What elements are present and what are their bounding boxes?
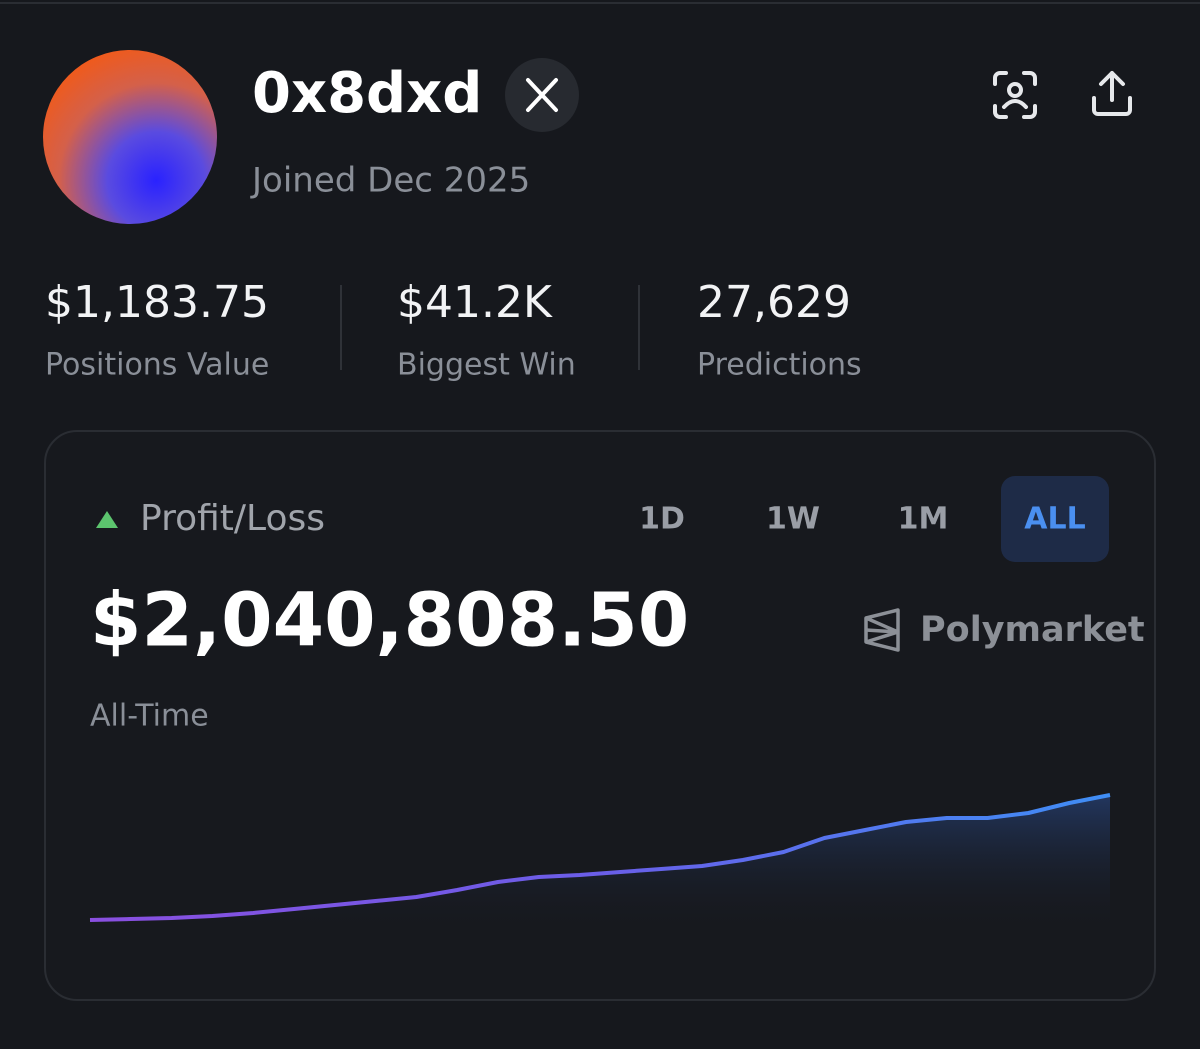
- avatar[interactable]: [43, 50, 217, 224]
- tab-label: ALL: [1024, 502, 1085, 537]
- pnl-area: [90, 795, 1110, 935]
- scan-button[interactable]: [993, 71, 1037, 119]
- range-tab[interactable]: 1W: [766, 502, 820, 537]
- range-tab[interactable]: ALL: [1001, 476, 1109, 562]
- scan-body: [1002, 99, 1028, 109]
- pnl-title: Profit/Loss: [140, 498, 325, 539]
- scan-head: [1007, 82, 1023, 98]
- share-arrow: [1099, 71, 1125, 102]
- x-link[interactable]: [505, 58, 579, 132]
- username: 0x8dxd: [252, 61, 482, 126]
- scan-frame: [993, 71, 1037, 119]
- polymarket-icon: [864, 608, 900, 652]
- stat-value: 27,629: [697, 277, 851, 328]
- stat-value: $41.2K: [397, 277, 553, 328]
- tab-label: 1M: [898, 502, 949, 537]
- range-tabs: 1D 1W 1M ALL: [639, 476, 1109, 562]
- pnl-chart: [89, 793, 1111, 935]
- tab-label: 1D: [639, 502, 685, 537]
- pnl-up-icon: [96, 511, 118, 528]
- pnl-line: [89, 793, 1111, 922]
- source-logo: [864, 608, 900, 652]
- stat-label: Positions Value: [45, 348, 269, 383]
- stat-label: Predictions: [697, 348, 862, 383]
- stats-row: $1,183.75 Positions Value $41.2K Biggest Wi…: [45, 277, 862, 383]
- joined-date: Joined Dec 2025: [250, 161, 530, 201]
- share-button[interactable]: [1092, 71, 1132, 116]
- source-name: Polymarket: [920, 610, 1145, 650]
- tab-highlight: [1001, 476, 1109, 562]
- stat-value: $1,183.75: [45, 277, 269, 328]
- tab-label: 1W: [766, 502, 820, 537]
- share-box: [1092, 96, 1132, 116]
- period-label: All-Time: [90, 699, 209, 734]
- range-tab[interactable]: 1M: [898, 502, 949, 537]
- stat-label: Biggest Win: [397, 348, 576, 383]
- pnl-amount: $2,040,808.50: [90, 578, 689, 664]
- range-tab[interactable]: 1D: [639, 502, 685, 537]
- x-icon: [526, 78, 558, 112]
